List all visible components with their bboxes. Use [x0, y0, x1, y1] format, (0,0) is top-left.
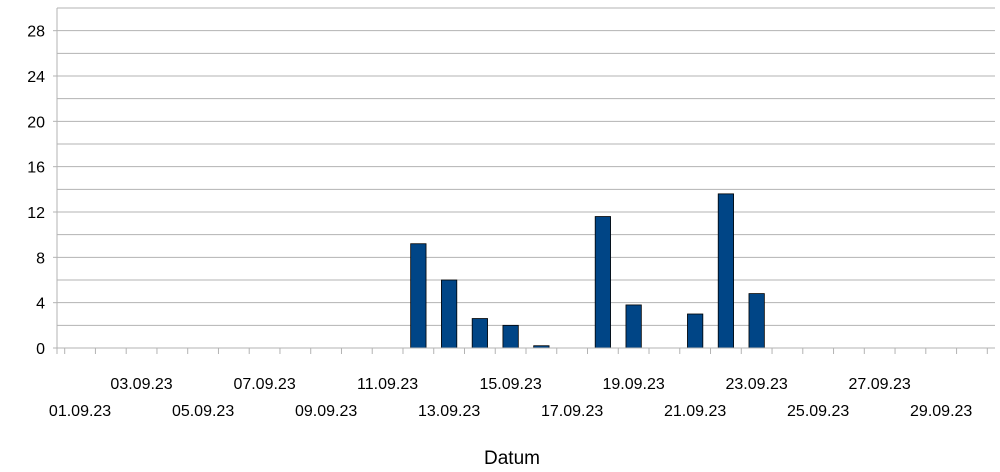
grid-lines — [57, 7, 995, 326]
bar — [717, 193, 734, 349]
x-tick-label: 17.09.23 — [541, 403, 603, 420]
x-tick-label: 23.09.23 — [726, 376, 788, 393]
x-tick-label: 19.09.23 — [602, 376, 664, 393]
y-tick-label: 24 — [27, 69, 45, 86]
x-tick-label: 05.09.23 — [172, 403, 234, 420]
y-tick-label: 12 — [27, 205, 45, 222]
x-axis-title: Datum — [484, 448, 540, 469]
y-tick-label: 20 — [27, 114, 45, 131]
x-tick-label: 11.09.23 — [357, 376, 418, 393]
y-tick-label: 28 — [27, 24, 45, 41]
x-tick-label: 03.09.23 — [110, 376, 172, 393]
bar — [625, 304, 642, 349]
bar — [441, 279, 458, 349]
bar — [410, 243, 427, 349]
y-tick-label: 8 — [36, 250, 45, 267]
x-tick-label: 27.09.23 — [849, 376, 911, 393]
x-tick-label: 29.09.23 — [910, 403, 972, 420]
x-tick-label: 13.09.23 — [418, 403, 480, 420]
bar — [748, 293, 765, 349]
x-tick-label: 07.09.23 — [233, 376, 295, 393]
bars — [410, 193, 765, 349]
y-axis-ticks: 0 4 8 12 16 20 24 28 — [27, 24, 57, 358]
bar — [594, 216, 611, 349]
bar — [502, 324, 519, 349]
y-tick-label: 4 — [36, 296, 45, 313]
x-tick-label: 21.09.23 — [664, 403, 726, 420]
bar — [687, 313, 704, 349]
y-tick-label: 16 — [27, 160, 45, 177]
x-tick-label: 15.09.23 — [479, 376, 541, 393]
x-tick-label: 01.09.23 — [49, 403, 111, 420]
x-tick-label: 09.09.23 — [295, 403, 357, 420]
bar — [471, 318, 488, 349]
axes — [56, 8, 995, 354]
x-tick-label: 25.09.23 — [787, 403, 849, 420]
y-tick-label: 0 — [36, 341, 45, 358]
